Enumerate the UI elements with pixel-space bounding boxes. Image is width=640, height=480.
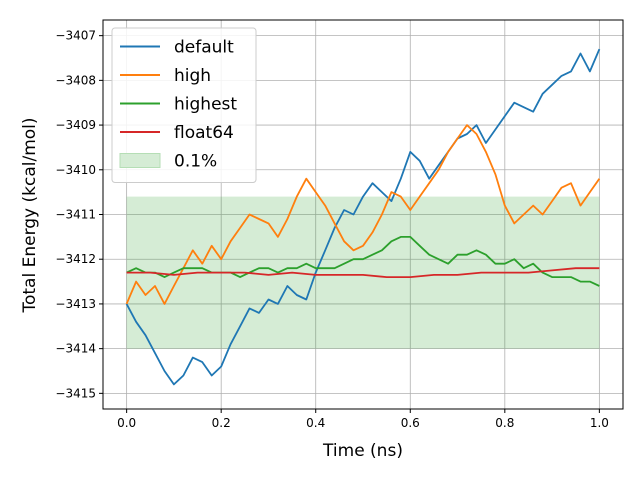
x-tick-label: 0.2 xyxy=(212,416,231,430)
legend-swatch xyxy=(119,153,161,168)
y-tick-label: −3409 xyxy=(55,118,96,132)
y-tick-label: −3408 xyxy=(55,73,96,87)
series-line-float64 xyxy=(126,267,600,279)
series-layer xyxy=(125,48,601,386)
series-line-high xyxy=(125,124,601,305)
y-tick-label: −3413 xyxy=(55,297,96,311)
y-tick-label: −3411 xyxy=(55,208,96,222)
x-tick-label: 1.0 xyxy=(590,416,609,430)
legend-label: high xyxy=(174,66,211,86)
legend-label: 0.1% xyxy=(174,152,217,172)
series-line-highest xyxy=(126,235,600,287)
legend-label: float64 xyxy=(174,123,234,143)
x-tick-label: 0.4 xyxy=(306,416,325,430)
y-tick-label: −3414 xyxy=(55,342,96,356)
y-axis-label: Total Energy (kcal/mol) xyxy=(20,117,40,313)
legend-label: default xyxy=(174,38,234,58)
y-tick-label: −3410 xyxy=(55,163,96,177)
y-tick-label: −3412 xyxy=(55,252,96,266)
x-tick-label: 0.6 xyxy=(401,416,420,430)
x-tick-label: 0.8 xyxy=(495,416,514,430)
ticks: 0.0 0.2 0.4 0.6 0.8 1.0 −3415 −3414 −3413 −3412 −3… xyxy=(55,29,609,430)
y-tick-label: −3415 xyxy=(55,386,96,400)
legend: default high highest float64 0.1% xyxy=(111,27,257,183)
x-axis-label: Time (ns) xyxy=(322,441,403,461)
x-tick-label: 0.0 xyxy=(117,416,136,430)
legend-label: highest xyxy=(174,95,237,115)
series-line-default xyxy=(125,48,601,386)
legend-box xyxy=(111,27,257,183)
y-tick-label: −3407 xyxy=(55,29,96,43)
